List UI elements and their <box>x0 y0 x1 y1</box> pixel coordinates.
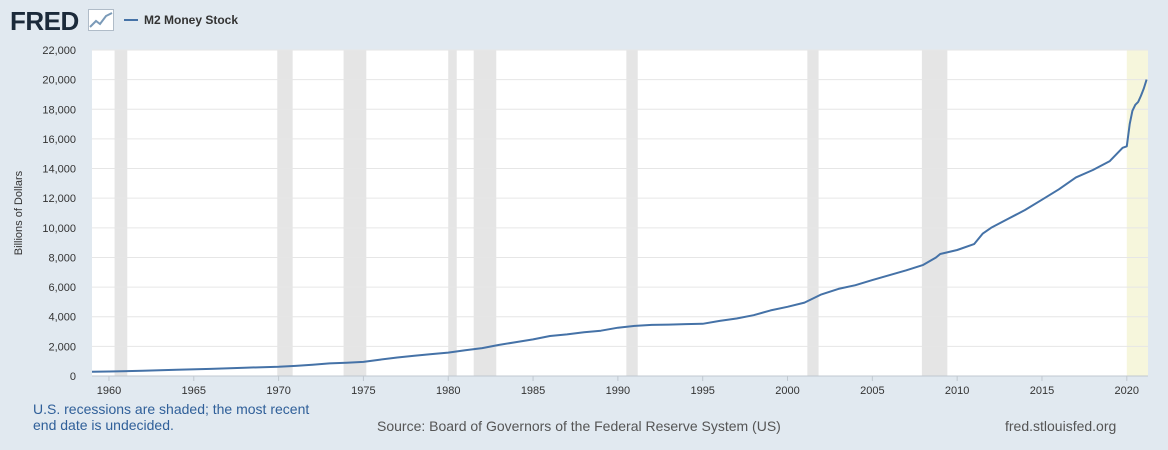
y-tick-label: 10,000 <box>42 223 76 235</box>
recession-band-undecided <box>1126 50 1148 376</box>
x-tick-label: 2010 <box>945 385 969 397</box>
y-tick-label: 2,000 <box>48 341 76 353</box>
trend-line-icon <box>88 9 114 31</box>
recession-band <box>473 50 497 376</box>
site-link[interactable]: fred.stlouisfed.org <box>1005 418 1117 434</box>
y-tick-label: 8,000 <box>48 252 76 264</box>
y-tick-label: 14,000 <box>42 164 76 176</box>
x-tick-label: 1965 <box>182 385 206 397</box>
recession-band <box>626 50 638 376</box>
y-tick-label: 12,000 <box>42 193 76 205</box>
recession-note: U.S. recessions are shaded; the most rec… <box>33 401 310 433</box>
y-tick-label: 18,000 <box>42 104 76 116</box>
source-credit: Source: Board of Governors of the Federa… <box>377 418 781 434</box>
recession-band <box>807 50 819 376</box>
recession-band <box>448 50 457 376</box>
x-tick-label: 1990 <box>606 385 630 397</box>
legend-label: M2 Money Stock <box>144 13 239 27</box>
recession-band <box>921 50 948 376</box>
header: FRED M2 Money Stock <box>0 0 1168 42</box>
chart: 0 2,000 4,000 6,000 8,000 10,000 12,000 14,000 1… <box>13 45 1148 397</box>
y-tick-label: 0 <box>70 371 76 383</box>
legend-swatch <box>124 19 138 21</box>
x-tick-label: 1985 <box>521 385 545 397</box>
chart-legend: M2 Money Stock <box>124 12 238 28</box>
x-tick-label: 1995 <box>690 385 714 397</box>
x-tick-label: 2020 <box>1115 385 1139 397</box>
recession-band <box>343 50 367 376</box>
x-tick-label: 2015 <box>1030 385 1054 397</box>
recession-band <box>114 50 128 376</box>
y-tick-label: 22,000 <box>42 45 76 57</box>
x-tick-label: 1960 <box>97 385 121 397</box>
x-tick-label: 2005 <box>860 385 884 397</box>
plot-area <box>92 50 1148 376</box>
x-tick-label: 1975 <box>351 385 375 397</box>
x-tick-label: 1970 <box>266 385 290 397</box>
y-tick-label: 20,000 <box>42 75 76 87</box>
x-tick-label: 1980 <box>436 385 460 397</box>
recession-band <box>277 50 293 376</box>
x-tick-label: 2000 <box>775 385 799 397</box>
y-tick-label: 4,000 <box>48 312 76 324</box>
y-axis-label: Billions of Dollars <box>13 170 25 255</box>
series-line-m2 <box>91 79 1148 373</box>
fred-logo[interactable]: FRED <box>10 6 79 36</box>
y-tick-label: 6,000 <box>48 282 76 294</box>
y-tick-label: 16,000 <box>42 134 76 146</box>
